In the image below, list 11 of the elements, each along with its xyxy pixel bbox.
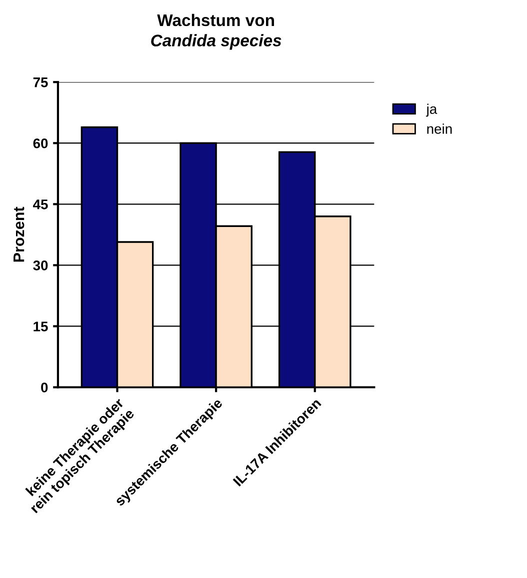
chart-title: Wachstum von [157,14,274,26]
legend-label: nein [427,124,452,134]
y-tick-label: 60 [33,138,48,148]
y-tick-label: 15 [34,322,48,332]
y-axis-title: Prozent [14,206,24,262]
y-tick-label: 75 [33,78,48,88]
y-tick-label: 45 [33,200,48,210]
y-tick-label: 0 [41,382,48,392]
y-tick-label: 30 [33,260,48,270]
legend-label: ja [426,104,438,117]
chart-subtitle: Candida species [151,34,282,50]
